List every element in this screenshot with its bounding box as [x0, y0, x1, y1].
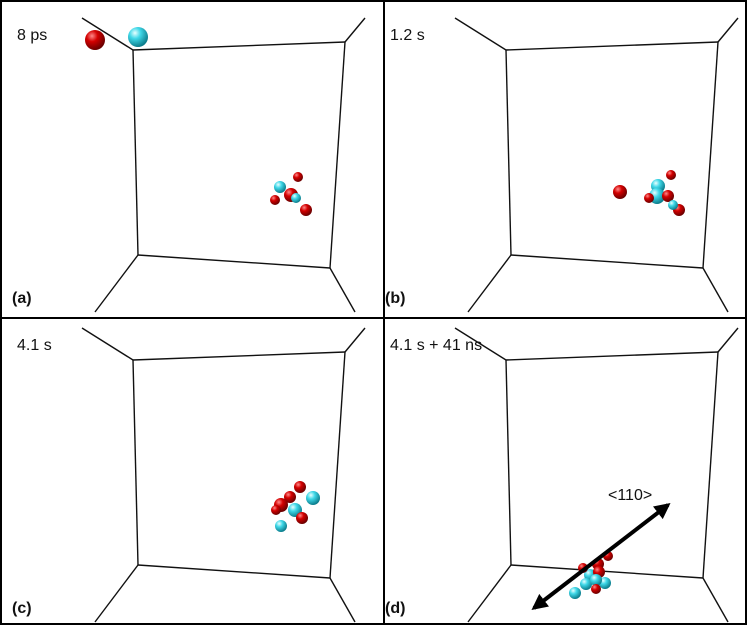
box-edge — [330, 42, 345, 268]
box-edge — [133, 50, 138, 255]
box-edge — [82, 328, 133, 360]
atom — [274, 181, 286, 193]
box-edge — [95, 565, 138, 622]
atom — [294, 481, 306, 493]
simulation-box — [455, 18, 738, 312]
box-edge — [506, 50, 511, 255]
box-edge — [133, 360, 138, 565]
atom — [275, 520, 287, 532]
atom — [85, 30, 105, 50]
box-edge — [506, 360, 511, 565]
box-edge — [345, 18, 365, 42]
panel: 1.2 s (b) — [385, 18, 738, 312]
box-edge — [330, 268, 355, 312]
atom — [300, 204, 312, 216]
box-edge — [703, 578, 728, 622]
box-edge — [345, 328, 365, 352]
atom — [569, 587, 581, 599]
box-edge — [455, 18, 506, 50]
atom — [668, 200, 678, 210]
time-label: 4.1 s — [17, 337, 52, 354]
box-edge — [511, 565, 703, 578]
box-edge — [330, 578, 355, 622]
atom — [296, 512, 308, 524]
box-edge — [468, 565, 511, 622]
time-label: 4.1 s + 41 ns — [390, 337, 482, 354]
panel: 8 ps (a) — [12, 18, 365, 312]
box-edge — [95, 255, 138, 312]
box-edge — [330, 352, 345, 578]
time-label: 1.2 s — [390, 27, 425, 44]
box-edge — [468, 255, 511, 312]
annotation: <110> — [608, 487, 652, 504]
panel-label: (c) — [12, 600, 32, 617]
box-edge — [138, 255, 330, 268]
simulation-box — [82, 328, 365, 622]
panel-label: (a) — [12, 290, 32, 307]
atom — [270, 195, 280, 205]
box-edge — [138, 565, 330, 578]
atom — [291, 193, 301, 203]
panel-label: (d) — [385, 600, 405, 617]
box-edge — [703, 42, 718, 268]
simulation-box — [82, 18, 365, 312]
atom — [306, 491, 320, 505]
atom — [666, 170, 676, 180]
direction-arrow — [534, 505, 668, 608]
time-label: 8 ps — [17, 27, 47, 44]
figure: 8 ps(a)1.2 s(b)4.1 s(c)4.1 s + 41 ns(d) … — [0, 0, 747, 625]
panel: 4.1 s + 41 ns (d) — [385, 328, 738, 622]
atom — [293, 172, 303, 182]
box-edge — [506, 42, 718, 50]
box-edge — [718, 18, 738, 42]
atom — [644, 193, 654, 203]
atom — [128, 27, 148, 47]
panel: 4.1 s (c) — [12, 328, 365, 622]
box-edge — [133, 42, 345, 50]
atom — [613, 185, 627, 199]
box-edge — [511, 255, 703, 268]
atom — [271, 505, 281, 515]
box-edge — [133, 352, 345, 360]
panel-label: (b) — [385, 290, 405, 307]
box-edge — [718, 328, 738, 352]
box-edge — [703, 268, 728, 312]
box-edge — [703, 352, 718, 578]
atom — [591, 584, 601, 594]
box-edge — [506, 352, 718, 360]
